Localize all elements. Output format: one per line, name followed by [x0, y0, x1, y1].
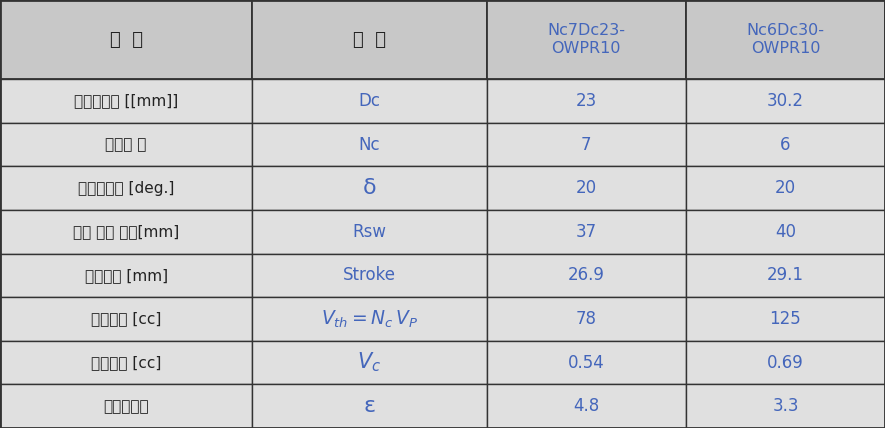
Text: 29.1: 29.1	[767, 266, 804, 284]
Bar	[0, 0, 252, 79]
Bar	[686, 79, 885, 123]
Text: δ: δ	[363, 178, 376, 198]
Text: 사판경사각 [deg.]: 사판경사각 [deg.]	[78, 181, 174, 196]
Text: 125: 125	[770, 310, 801, 328]
Bar	[686, 341, 885, 384]
Text: 4.8: 4.8	[573, 397, 599, 415]
Bar	[0, 297, 252, 341]
Bar	[0, 341, 252, 384]
Bar	[686, 253, 885, 297]
Text: 78: 78	[576, 310, 596, 328]
Text: 실린더 수: 실린더 수	[105, 137, 147, 152]
Bar	[686, 384, 885, 428]
Bar	[252, 253, 487, 297]
Text: Nc6Dc30-
OWPR10: Nc6Dc30- OWPR10	[746, 24, 825, 56]
Text: $V_c$: $V_c$	[358, 351, 381, 374]
Text: 사판 유효 반경[mm]: 사판 유효 반경[mm]	[73, 224, 180, 239]
Bar	[686, 123, 885, 166]
Text: 0.69: 0.69	[767, 354, 804, 372]
Bar	[487, 297, 686, 341]
Text: 37: 37	[576, 223, 596, 241]
Text: 간극체적비: 간극체적비	[104, 399, 149, 414]
Text: 실린더직경 [[mm]]: 실린더직경 [[mm]]	[74, 93, 178, 108]
Bar	[487, 341, 686, 384]
Bar	[252, 341, 487, 384]
Bar	[252, 210, 487, 253]
Bar	[487, 79, 686, 123]
Bar	[0, 253, 252, 297]
Bar	[686, 166, 885, 210]
Text: 20: 20	[775, 179, 796, 197]
Text: 0.54: 0.54	[568, 354, 604, 372]
Bar	[252, 123, 487, 166]
Text: Rsw: Rsw	[352, 223, 387, 241]
Bar	[487, 0, 686, 79]
Bar	[686, 210, 885, 253]
Text: 간극체적 [cc]: 간극체적 [cc]	[91, 355, 161, 370]
Bar	[686, 297, 885, 341]
Bar	[487, 210, 686, 253]
Text: 3.3: 3.3	[773, 397, 798, 415]
Bar	[686, 0, 885, 79]
Bar	[0, 123, 252, 166]
Bar	[487, 166, 686, 210]
Text: 구  분: 구 분	[110, 30, 142, 49]
Text: Dc: Dc	[358, 92, 381, 110]
Bar	[0, 79, 252, 123]
Text: Nc7Dc23-
OWPR10: Nc7Dc23- OWPR10	[547, 24, 626, 56]
Bar	[0, 210, 252, 253]
Bar	[487, 384, 686, 428]
Text: 행정체적 [cc]: 행정체적 [cc]	[91, 312, 161, 327]
Bar	[252, 384, 487, 428]
Text: 26.9: 26.9	[568, 266, 604, 284]
Text: 20: 20	[576, 179, 596, 197]
Bar	[0, 384, 252, 428]
Text: 40: 40	[775, 223, 796, 241]
Text: 6: 6	[781, 136, 790, 154]
Text: ε: ε	[364, 396, 375, 416]
Bar	[487, 123, 686, 166]
Bar	[252, 0, 487, 79]
Text: 23: 23	[575, 92, 597, 110]
Bar	[0, 166, 252, 210]
Bar	[487, 253, 686, 297]
Text: Stroke: Stroke	[343, 266, 396, 284]
Text: 행정거리 [mm]: 행정거리 [mm]	[85, 268, 167, 283]
Text: 30.2: 30.2	[767, 92, 804, 110]
Bar	[252, 297, 487, 341]
Bar	[252, 79, 487, 123]
Text: 7: 7	[581, 136, 591, 154]
Text: Nc: Nc	[358, 136, 381, 154]
Bar	[252, 166, 487, 210]
Text: $V_{th}=N_c\,V_P$: $V_{th}=N_c\,V_P$	[320, 308, 419, 330]
Text: 기  호: 기 호	[353, 30, 386, 49]
